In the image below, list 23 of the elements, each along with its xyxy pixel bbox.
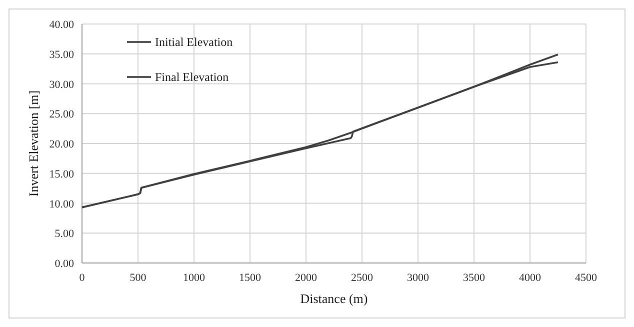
x-tick-label: 0	[79, 272, 86, 284]
y-tick-label: 5.00	[54, 228, 74, 240]
x-tick-label: 3000	[407, 272, 430, 284]
x-tick-label: 2500	[351, 272, 374, 284]
y-tick-label: 30.00	[49, 78, 74, 91]
x-tick-label: 1500	[239, 272, 262, 284]
y-tick-label: 35.00	[49, 48, 74, 61]
x-tick-label: 4000	[519, 272, 542, 284]
y-tick-label: 15.00	[49, 168, 74, 180]
x-tick-label: 3500	[463, 272, 486, 284]
y-tick-label: 40.00	[49, 19, 74, 31]
y-tick-label: 25.00	[49, 108, 74, 121]
y-axis-title: Invert Elevation [m]	[26, 90, 41, 197]
y-tick-label: 10.00	[49, 198, 74, 210]
legend-label: Initial Elevation	[155, 35, 233, 49]
y-tick-label: 0.00	[54, 258, 74, 270]
x-tick-label: 1000	[183, 272, 206, 284]
legend-label: Final Elevation	[155, 70, 229, 84]
x-tick-label: 4500	[575, 272, 598, 284]
x-axis-title: Distance (m)	[300, 291, 368, 306]
x-tick-label: 2000	[295, 272, 318, 284]
y-tick-label: 20.00	[49, 138, 74, 150]
x-tick-label: 500	[130, 272, 147, 284]
